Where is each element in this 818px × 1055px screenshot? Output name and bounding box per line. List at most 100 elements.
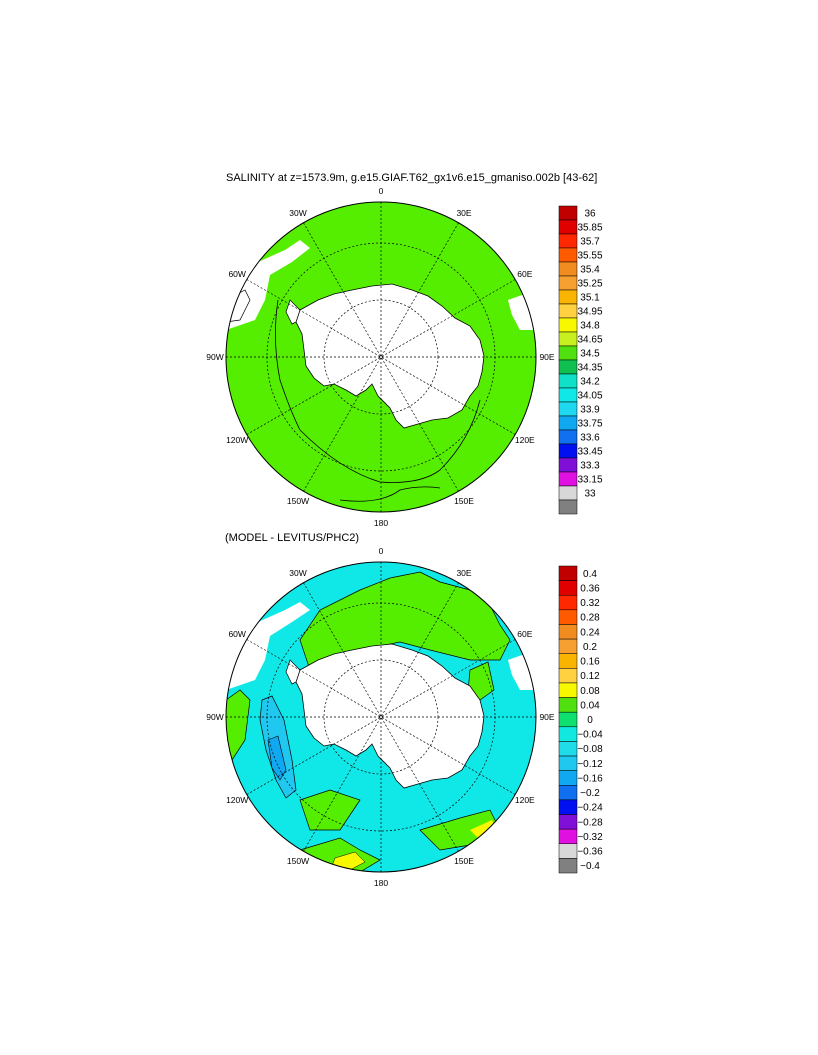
colorbar-tick-label: 33.15 xyxy=(577,475,602,486)
longitude-label: 150W xyxy=(287,496,309,506)
longitude-label: 120W xyxy=(226,435,248,445)
colorbar-tick-label: 33.45 xyxy=(577,447,602,458)
colorbar-swatch xyxy=(558,289,578,305)
colorbar-swatch xyxy=(558,499,578,515)
antarctica xyxy=(295,643,485,789)
colorbar-swatch xyxy=(558,711,578,728)
colorbar-swatch xyxy=(558,303,578,319)
longitude-label: 60W xyxy=(228,269,245,279)
map-title-salinity: SALINITY at z=1573.9m, g.e15.GIAF.T62_gx… xyxy=(226,172,598,184)
colorbar-swatch xyxy=(558,401,578,417)
longitude-label: 30W xyxy=(289,568,306,578)
colorbar-swatch xyxy=(558,387,578,403)
colorbar-tick-label: −0.08 xyxy=(577,744,603,755)
colorbar-tick-label: 33 xyxy=(584,489,596,500)
longitude-label: 120E xyxy=(515,795,535,805)
graticule xyxy=(226,562,536,872)
colorbar-swatch xyxy=(558,373,578,389)
longitude-labels: 0 30E 60E 90E 120E 150E 180 150W 120W 90W 60W 30W xyxy=(206,546,555,888)
colorbar-swatch xyxy=(558,233,578,249)
colorbar-tick-label: 35.4 xyxy=(580,265,600,276)
colorbar-swatch xyxy=(558,697,578,713)
colorbar-tick-label: 0.4 xyxy=(583,569,597,580)
colorbar-swatch xyxy=(558,668,578,684)
colorbar-swatch xyxy=(558,205,578,221)
longitude-label: 90W xyxy=(206,352,223,362)
longitude-label: 120E xyxy=(515,435,535,445)
difference-map: 0 30E 60E 90E 120E 150E 180 150W 120W 90W 60W 30W xyxy=(206,546,555,888)
colorbar-tick-label: 0.12 xyxy=(580,671,600,682)
colorbar-tick-label: 34.5 xyxy=(580,349,600,360)
colorbar-swatch xyxy=(558,457,578,473)
colorbar-swatch xyxy=(558,261,578,277)
colorbar-swatch xyxy=(558,359,578,375)
colorbar-swatch xyxy=(558,429,578,445)
colorbar-swatch xyxy=(558,345,578,361)
colorbar-swatch xyxy=(558,247,578,263)
difference-colorbar: 0.4 0.36 0.32 0.28 0.24 0.2 0.16 0.12 0.08 0.04 0 −… xyxy=(558,565,603,874)
map-border xyxy=(225,201,537,513)
colorbar-tick-label: 34.8 xyxy=(580,321,600,332)
colorbar-tick-label: 34.35 xyxy=(577,363,602,374)
antarctica xyxy=(295,283,485,429)
longitude-label: 0 xyxy=(379,186,384,196)
colorbar-tick-label: 0.04 xyxy=(580,700,600,711)
longitude-label: 150W xyxy=(287,856,309,866)
colorbar-tick-label: 33.6 xyxy=(580,433,600,444)
colorbar-tick-label: −0.12 xyxy=(577,759,603,770)
longitude-label: 150E xyxy=(454,856,474,866)
colorbar-swatch xyxy=(558,799,578,815)
colorbar-swatch xyxy=(558,755,578,771)
colorbar-tick-label: 35.55 xyxy=(577,251,602,262)
longitude-label: 60E xyxy=(517,629,532,639)
map-border xyxy=(225,561,537,873)
contour-line xyxy=(275,299,481,483)
colorbar-swatch xyxy=(558,443,578,459)
colorbar-tick-label: 34.2 xyxy=(580,377,600,388)
colorbar-tick-label: 35.25 xyxy=(577,279,602,290)
colorbar-swatch xyxy=(558,317,578,333)
south-america-mask xyxy=(226,240,310,330)
colorbar-swatch xyxy=(558,741,578,757)
colorbar-swatch xyxy=(558,682,578,698)
colorbar-tick-label: 34.95 xyxy=(577,307,602,318)
longitude-label: 180 xyxy=(374,878,388,888)
colorbar-swatch xyxy=(558,331,578,347)
longitude-label: 120W xyxy=(226,795,248,805)
colorbar-swatch xyxy=(558,785,578,801)
longitude-label: 0 xyxy=(379,546,384,556)
longitude-label: 90E xyxy=(539,712,554,722)
colorbar-tick-label: 35.7 xyxy=(580,237,600,248)
colorbar-swatch xyxy=(558,638,578,654)
colorbar-tick-label: 0.28 xyxy=(580,613,600,624)
longitude-label: 180 xyxy=(374,518,388,528)
colorbar-tick-label: 33.9 xyxy=(580,405,600,416)
colorbar-tick-label: −0.4 xyxy=(580,861,600,872)
antarctic-peninsula xyxy=(285,299,301,325)
longitude-label: 30E xyxy=(456,568,471,578)
colorbar-tick-label: 0 xyxy=(587,715,593,726)
colorbar-tick-label: 0.32 xyxy=(580,598,600,609)
colorbar-swatch xyxy=(558,594,578,611)
colorbar-swatch xyxy=(558,219,578,235)
colorbar-swatch xyxy=(558,580,578,596)
colorbar-tick-label: −0.36 xyxy=(577,847,603,858)
colorbar-swatch xyxy=(558,726,578,742)
colorbar-tick-label: −0.16 xyxy=(577,774,603,785)
colorbar-swatch xyxy=(558,814,578,830)
colorbar-swatch xyxy=(558,624,578,640)
colorbar-tick-label: −0.32 xyxy=(577,832,603,843)
colorbar-swatch xyxy=(558,565,578,581)
colorbar-tick-label: 0.24 xyxy=(580,627,600,638)
colorbar-swatch xyxy=(558,485,578,501)
colorbar-swatch xyxy=(558,858,578,874)
colorbar-swatch xyxy=(558,653,578,669)
colorbar-tick-label: −0.2 xyxy=(580,788,600,799)
longitude-label: 150E xyxy=(454,496,474,506)
colorbar-tick-label: 35.1 xyxy=(580,293,600,304)
longitude-label: 30E xyxy=(456,208,471,218)
colorbar-swatch xyxy=(558,471,578,487)
salinity-map: 0 30E 60E 90E 120E 150E 180 150W 120W 90W 60W 30W xyxy=(206,186,555,528)
colorbar-tick-label: 0.16 xyxy=(580,657,600,668)
